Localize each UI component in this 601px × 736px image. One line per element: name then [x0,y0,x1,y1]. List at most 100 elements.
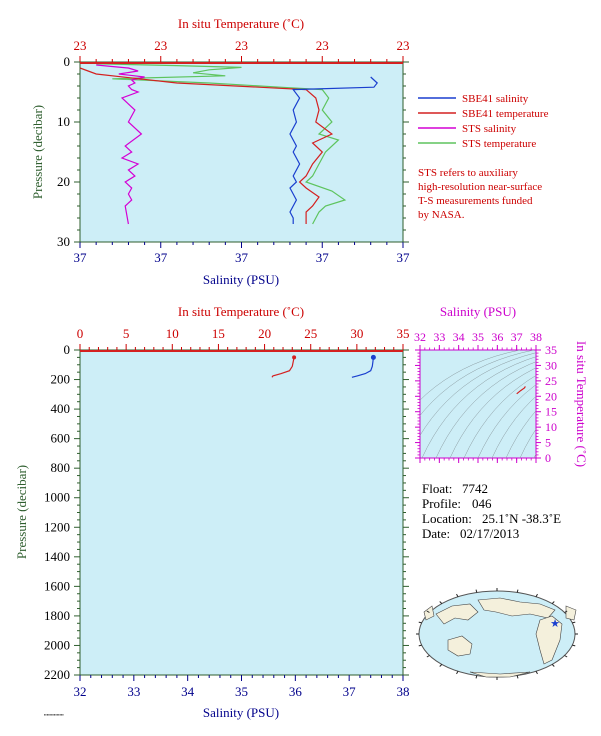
profile-label: Profile: [422,496,461,511]
bottom-sal-tick-label: 34 [181,684,195,699]
bottom-pressure-tick-label: 600 [51,431,71,446]
float-location-star-icon: ★ [550,618,560,630]
bottom-pressure-tick-label: 200 [51,372,71,387]
tiny-footer-mark: ▪▪▪▪▪▪▪▪▪▪▪▪▪▪ [44,712,64,717]
bottom-pressure-tick-label: 1800 [44,608,70,623]
top-pressure-tick-label: 10 [57,114,70,129]
map-border-ticks [416,588,578,680]
top-sal-tick-label: 37 [316,250,330,265]
top-series-sts-temperature [96,63,347,225]
profile-value: 046 [472,496,492,511]
top-series-sts-salinity [96,64,145,225]
map-border-tick [456,670,459,675]
bottom-salinity-axis-label: Salinity (PSU) [203,705,279,720]
location-label: Location: [422,511,472,526]
top-pressure-tick-label: 20 [57,174,70,189]
legend-label: SBE41 salinity [462,93,529,105]
ts-sal-tick-label: 35 [472,330,484,344]
top-temperature-ticks: 23 23 23 23 23 [74,38,410,62]
bottom-sal-tick-label: 37 [343,684,357,699]
bottom-pressure-tick-label: 1200 [44,519,70,534]
legend-label: STS temperature [462,138,536,150]
bottom-salinity-ticks: 32 33 34 35 36 37 38 [74,675,410,699]
bottom-sal-tick-label: 32 [74,684,87,699]
bottom-temp-tick-label: 0 [77,326,84,341]
bottom-salinity-profile [351,357,374,378]
bottom-temperature-top-point [292,355,297,360]
top-salinity-ticks: 37 37 37 37 37 [74,242,410,265]
ts-sal-tick-label: 34 [453,330,465,344]
bottom-pressure-axis-label: Pressure (decibar) [14,465,29,559]
ts-density-contour [420,350,521,401]
sts-note-line-2: high-resolution near-surface [418,181,542,193]
bottom-pressure-tick-label: 800 [51,460,71,475]
map-border-tick [572,621,576,624]
float-value: 7742 [462,481,488,496]
bottom-sal-tick-label: 38 [397,684,410,699]
bottom-temp-tick-label: 20 [258,326,271,341]
top-profiles [79,63,379,225]
map-border-tick [516,589,519,593]
float-info: Float: 7742 Profile: 046 Location: 25.1˚… [422,481,561,541]
map-border-tick [475,675,478,679]
float-label: Float: [422,481,452,496]
top-plot-area [79,61,404,243]
map-border-tick [456,593,459,598]
ts-sal-tick-label: 38 [530,330,542,344]
ts-sal-tick-label: 33 [433,330,445,344]
ts-density-contours [420,350,536,458]
ts-temp-tick-label: 35 [545,343,557,357]
bottom-temp-tick-label: 35 [397,326,410,341]
map-border-tick [418,621,422,624]
bottom-pressure-ticks: 0 200 400 600 800 1000 1200 1400 1600 1800 2000 220… [44,342,409,682]
bottom-temp-tick-label: 15 [212,326,225,341]
ts-density-contour [420,350,535,416]
bottom-sal-tick-label: 33 [127,684,140,699]
land-americas-west [423,605,435,621]
ts-sal-tick-label: 37 [511,330,523,344]
top-sal-tick-label: 37 [74,250,88,265]
top-temp-tick-label: 23 [235,38,248,53]
top-temp-tick-label: 23 [316,38,329,53]
ts-density-contour [477,384,536,458]
ts-temperature-axis-label: In situ Temperature (˚C) [574,341,589,467]
bottom-pressure-tick-label: 400 [51,401,71,416]
bottom-temp-tick-label: 5 [123,326,130,341]
bottom-temperature-profile [271,357,295,378]
map-border-tick [418,644,422,647]
map-border-tick [551,664,555,667]
ts-salinity-axis-label: Salinity (PSU) [440,304,516,319]
bottom-temperature-axis-label: In situ Temperature (˚C) [178,304,304,319]
top-panel: In situ Temperature (˚C) 23 23 23 23 23 37 37… [30,16,549,287]
bottom-temperature-ticks: 0 5 10 15 20 25 30 35 [77,326,410,350]
bottom-profiles [271,354,376,378]
ts-density-contour [421,356,536,458]
legend-label: SBE41 temperature [462,108,549,120]
ts-density-contour [435,361,536,458]
top-temp-tick-label: 23 [397,38,410,53]
bottom-pressure-tick-label: 1000 [44,490,70,505]
land-africa [535,615,563,665]
sts-note-line-1: STS refers to auxiliary [418,167,518,179]
ts-temp-tick-label: 30 [545,358,557,372]
map-land [423,597,577,678]
ts-temp-tick-label: 20 [545,389,557,403]
ts-sal-tick-label: 36 [491,330,503,344]
ts-density-contour [505,410,536,458]
bottom-temp-tick-label: 30 [350,326,363,341]
top-series-sbe41-temperature [79,67,334,224]
bottom-pressure-tick-label: 2000 [44,637,70,652]
top-temp-tick-label: 23 [154,38,167,53]
ts-density-contour [519,428,536,458]
bottom-pressure-tick-label: 1600 [44,578,70,593]
bottom-temp-tick-label: 25 [304,326,317,341]
ts-density-contour [420,352,536,436]
ts-temp-tick-label: 25 [545,374,557,388]
map-border-tick [564,610,568,613]
date-value: 02/17/2013 [460,526,519,541]
ts-inset: Salinity (PSU) In situ Temperature (˚C) … [414,304,589,467]
land-asia [435,603,479,625]
bottom-pressure-tick-label: 1400 [44,549,70,564]
bottom-pressure-tick-label: 0 [64,342,71,357]
